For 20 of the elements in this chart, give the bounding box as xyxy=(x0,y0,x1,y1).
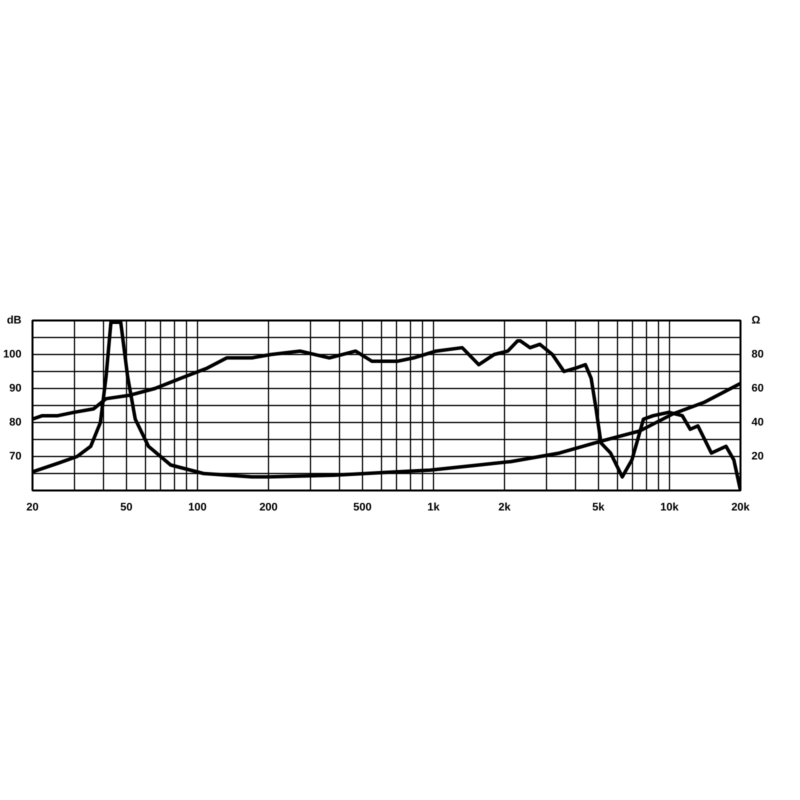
y-tick-label: 90 xyxy=(9,382,22,394)
x-tick-label: 2k xyxy=(498,502,512,514)
y2-tick-label: 40 xyxy=(752,416,764,428)
y2-tick-label: 80 xyxy=(752,348,764,360)
x-tick-label: 20k xyxy=(731,502,751,514)
y2-tick-label: Ω xyxy=(752,314,760,326)
x-tick-label: 50 xyxy=(120,502,133,514)
y-tick-label: 70 xyxy=(9,450,22,462)
y2-tick-label: 60 xyxy=(752,382,764,394)
x-tick-label: 500 xyxy=(353,502,372,514)
y2-tick-label: 20 xyxy=(752,450,764,462)
x-tick-label: 200 xyxy=(259,502,278,514)
x-tick-label: 10k xyxy=(660,502,680,514)
x-tick-label: 5k xyxy=(592,502,606,514)
y-tick-label: dB xyxy=(6,314,22,326)
y-tick-label: 80 xyxy=(9,416,22,428)
y-tick-label: 100 xyxy=(3,348,22,360)
x-tick-label: 1k xyxy=(427,502,440,514)
x-tick-label: 20 xyxy=(26,502,39,514)
x-tick-label: 100 xyxy=(188,502,207,514)
